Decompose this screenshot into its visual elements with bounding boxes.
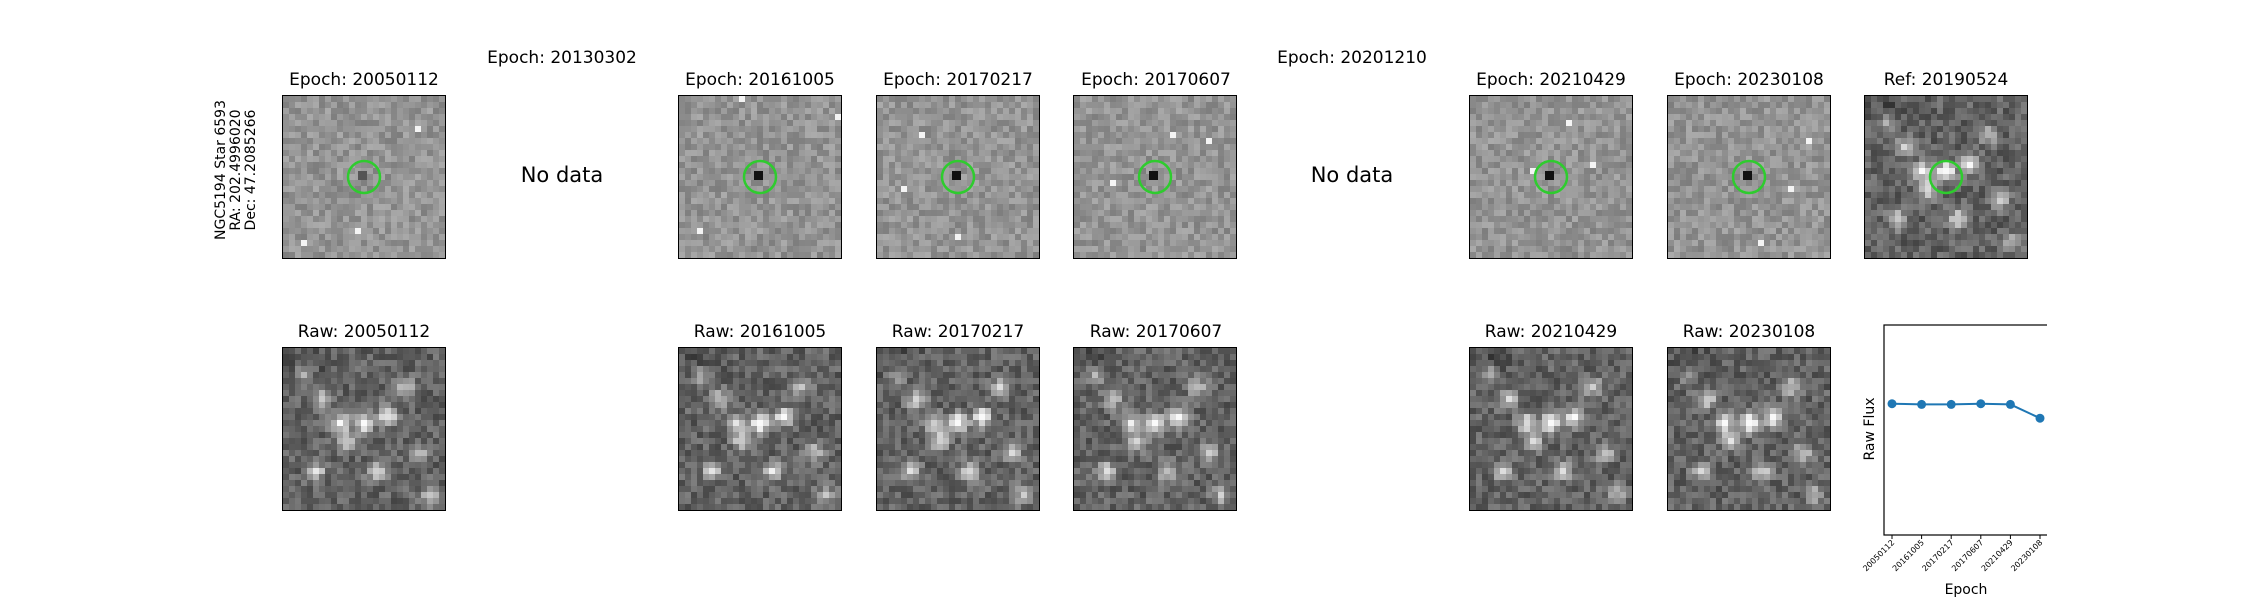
star-ra: RA: 202.4996020 — [228, 109, 244, 231]
target-circle — [346, 159, 382, 195]
no-data-2: No data — [1310, 163, 1394, 187]
data-point — [2005, 399, 2015, 409]
data-point — [1976, 399, 1986, 409]
diff-title-1: Epoch: 20050112 — [289, 70, 439, 90]
diff-title-7: Epoch: 20210429 — [1476, 70, 1626, 90]
raw-title-1: Raw: 20050112 — [297, 322, 431, 342]
diff-image-4 — [876, 95, 1040, 259]
diff-image-1 — [282, 95, 446, 259]
raw-image-6 — [1667, 347, 1831, 511]
target-circle — [940, 159, 976, 195]
x-axis-label: Epoch — [1945, 582, 1988, 598]
diff-image-8 — [1667, 95, 1831, 259]
target-circle — [1137, 159, 1173, 195]
data-point — [1946, 399, 1956, 409]
raw-title-5: Raw: 20210429 — [1484, 322, 1618, 342]
diff-image-5 — [1073, 95, 1237, 259]
raw-image-5 — [1469, 347, 1633, 511]
star-dec: Dec: 47.2085266 — [243, 109, 259, 231]
star-name: NGC5194 Star 6593 — [213, 100, 229, 240]
raw-title-2: Raw: 20161005 — [693, 322, 827, 342]
target-circle — [1533, 159, 1569, 195]
raw-image-1 — [282, 347, 446, 511]
ref-image — [1864, 95, 2028, 259]
ref-title: Ref: 20190524 — [1883, 70, 2009, 90]
diff-title-4: Epoch: 20170217 — [883, 70, 1033, 90]
target-circle — [1731, 159, 1767, 195]
light-curve-chart: 2005011220161005201702172017060720210429… — [1862, 324, 2047, 598]
series-line — [1891, 402, 2041, 420]
plot-frame — [1883, 324, 2047, 536]
star-label: NGC5194 Star 6593 RA: 202.4996020 Dec: 4… — [213, 90, 259, 250]
no-data-1: No data — [520, 163, 604, 187]
raw-title-3: Raw: 20170217 — [891, 322, 1025, 342]
target-circle — [1928, 159, 1964, 195]
x-tick-label: 20230108 — [2009, 538, 2044, 573]
diff-title-8: Epoch: 20230108 — [1674, 70, 1824, 90]
diff-title-2: Epoch: 20130302 — [487, 48, 637, 68]
raw-title-4: Raw: 20170607 — [1089, 322, 1223, 342]
data-point — [2035, 413, 2045, 423]
y-axis-label: Raw Flux — [1862, 398, 1878, 461]
target-circle — [742, 159, 778, 195]
diff-image-7 — [1469, 95, 1633, 259]
diff-title-6: Epoch: 20201210 — [1277, 48, 1427, 68]
diff-image-3 — [678, 95, 842, 259]
raw-title-6: Raw: 20230108 — [1682, 322, 1816, 342]
raw-image-4 — [1073, 347, 1237, 511]
diff-title-5: Epoch: 20170607 — [1081, 70, 1231, 90]
data-point — [1917, 399, 1927, 409]
data-point — [1887, 399, 1897, 409]
raw-image-3 — [876, 347, 1040, 511]
raw-image-2 — [678, 347, 842, 511]
diff-title-3: Epoch: 20161005 — [685, 70, 835, 90]
